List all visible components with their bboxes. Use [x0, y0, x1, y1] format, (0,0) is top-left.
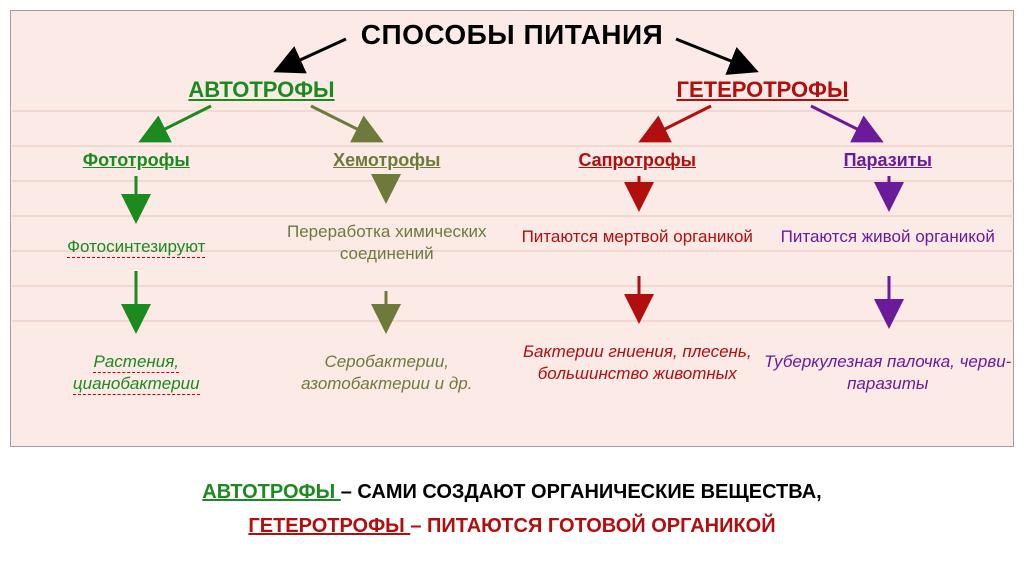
main-to-sub-arrows: [11, 96, 1015, 156]
chemotroph-examples: Серобактерии, азотобактерии и др.: [262, 351, 513, 395]
phototroph-label: Фототрофы: [11, 149, 262, 172]
autotroph-label: АВТОТРОФЫ: [11, 76, 512, 105]
footer-line-autotroph: АВТОТРОФЫ – САМИ СОЗДАЮТ ОРГАНИЧЕСКИЕ ВЕ…: [0, 475, 1024, 509]
chemotroph-label: Хемотрофы: [262, 149, 513, 172]
phototroph-desc: Фотосинтезируют: [11, 236, 262, 265]
footer-heterotroph-def: – ПИТАЮТСЯ ГОТОВОЙ ОРГАНИКОЙ: [410, 515, 775, 537]
footer-autotroph-term: АВТОТРОФЫ: [202, 481, 340, 503]
diagram-title: СПОСОБЫ ПИТАНИЯ: [11, 11, 1013, 51]
footer-autotroph-def: – САМИ СОЗДАЮТ ОРГАНИЧЕСКИЕ ВЕЩЕСТВА,: [341, 481, 822, 503]
footer-definitions: АВТОТРОФЫ – САМИ СОЗДАЮТ ОРГАНИЧЕСКИЕ ВЕ…: [0, 475, 1024, 543]
saprotroph-desc: Питаются мертвой органикой: [512, 226, 763, 265]
saprotroph-examples: Бактерии гниения, плесень, большинство ж…: [512, 341, 763, 395]
footer-line-heterotroph: ГЕТЕРОТРОФЫ – ПИТАЮТСЯ ГОТОВОЙ ОРГАНИКОЙ: [0, 509, 1024, 543]
sub-categories-row: Фототрофы Хемотрофы Сапротрофы Паразиты: [11, 149, 1013, 172]
parasite-desc: Питаются живой органикой: [763, 226, 1014, 265]
phototroph-examples: Растения, цианобактерии: [11, 351, 262, 395]
descriptions-row: Фотосинтезируют Переработка химических с…: [11, 236, 1013, 265]
parasite-examples: Туберкулезная палочка, черви-паразиты: [763, 351, 1014, 395]
footer-heterotroph-term: ГЕТЕРОТРОФЫ: [248, 515, 410, 537]
examples-row: Растения, цианобактерии Серобактерии, аз…: [11, 351, 1013, 395]
parasite-label: Паразиты: [763, 149, 1014, 172]
saprotroph-label: Сапротрофы: [512, 149, 763, 172]
main-categories-row: АВТОТРОФЫ ГЕТЕРОТРОФЫ: [11, 76, 1013, 105]
desc-to-ex-arrows: [11, 271, 1015, 351]
diagram-container: СПОСОБЫ ПИТАНИЯ АВТОТРОФЫ: [10, 10, 1014, 447]
chemotroph-desc: Переработка химических соединений: [262, 221, 513, 265]
heterotroph-label: ГЕТЕРОТРОФЫ: [512, 76, 1013, 105]
